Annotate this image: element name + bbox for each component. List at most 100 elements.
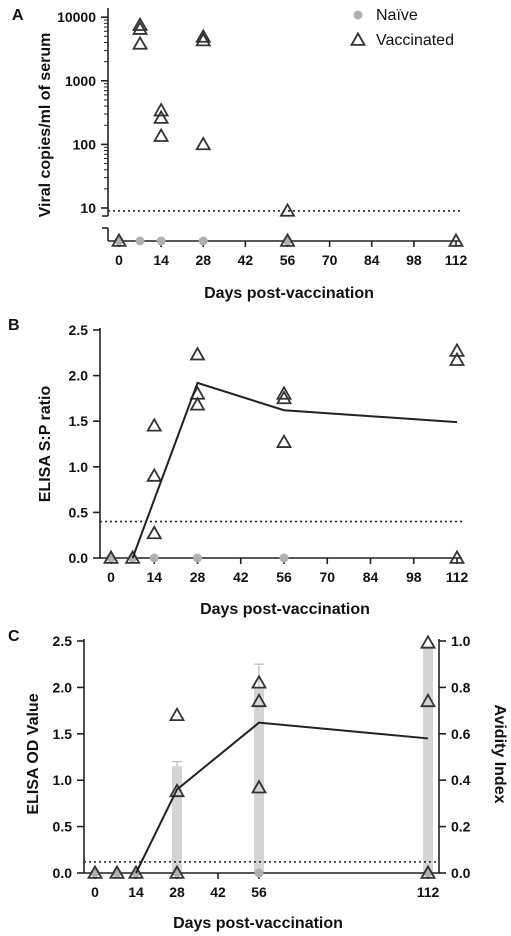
panel-c-vaccinated-point [108,864,126,879]
panel-b-x-tick-label: 84 [363,569,379,585]
panel-a-naive-point [156,236,166,246]
panel-a-x-tick-label: 112 [445,252,468,268]
panel-a-naive-point [135,236,145,246]
panel-c-vaccinated-point [419,693,437,708]
panel-a-y-axis-label: Viral copies/ml of serum [37,33,54,218]
panel-c-avidity-bar [423,645,433,873]
panel-a-x-tick-label: 28 [195,252,211,268]
panel-c-y-tick-label: 2.0 [53,679,73,695]
panel-a-label: A [12,7,24,24]
panel-c-y-tick-label: 0.0 [53,865,73,881]
panel-b-label: B [8,317,20,334]
panel-a-x-tick-label: 84 [364,252,380,268]
panel-c-y2-tick-label: 0.2 [451,819,471,835]
panel-c-vaccinated-point [419,864,437,879]
legend-naive-label: Naïve [376,7,418,24]
panel-c-vaccinated-point [250,779,268,794]
panel-c-vaccinated-point [86,864,104,879]
panel-a-naive-point [198,236,208,246]
panel-a-x-tick-label: 42 [238,252,254,268]
panel-c-y2-tick-label: 0.6 [451,726,471,742]
panel-a-y-tick-label: 100 [73,136,97,152]
panel-c-vaccinated-point [127,864,145,879]
panel-a-y-tick-label: 1000 [65,73,96,89]
panel-c-y2-axis-label: Avidity Index [491,705,508,804]
panel-b-vaccinated-point [146,467,163,482]
panel-b-y-axis-label: ELISA S:P ratio [37,386,54,503]
panel-b-vaccinated-point [275,390,293,405]
panel-c-avidity-bar [172,766,182,873]
panel-b-vaccinated-point [189,346,206,361]
panel-a-x-tick-label: 70 [322,252,338,268]
panel-b-x-tick-label: 56 [276,569,292,585]
panel-c-vaccinated-point [250,693,268,708]
panel-b-x-tick-label: 70 [319,569,335,585]
panel-c-vaccinated-point [250,674,268,689]
panel-c-vaccinated-point [168,706,186,722]
panel-a-x-tick-label: 14 [153,252,169,268]
panel-c-y-tick-label: 1.0 [53,772,73,788]
panel-a-vaccinated-point [132,20,149,35]
panel-c-vaccinated-point [168,783,186,798]
panel-c-y2-tick-label: 0.8 [451,679,471,695]
panel-c-x-tick-label: 28 [169,884,185,900]
panel-c-vaccinated-point [168,864,186,879]
panel-b-naive-point [193,553,202,563]
panel-c-y-axis-label: ELISA OD Value [25,693,42,814]
panel-c-y2-tick-label: 0.4 [451,772,471,788]
panel-b-y-tick-label: 0.5 [69,504,89,520]
panel-a-y-tick-label: 10 [80,200,96,216]
panel-c-y-tick-label: 1.5 [53,726,73,742]
panel-b-x-tick-label: 28 [190,569,206,585]
panel-b-vaccinated-point [448,342,466,357]
panel-b-naive-point [279,553,289,563]
panel-b-y-tick-label: 2.0 [69,368,89,384]
panel-b-vaccinated-point [275,433,293,448]
panel-a-vaccinated-point [195,28,212,43]
panel-a-vaccinated-point [447,232,465,247]
panel-c-mean-line [135,721,429,874]
panel-b-vaccinated-point [146,417,163,432]
panel-a-x-tick-label: 98 [406,252,422,268]
panel-b-vaccinated-point [102,549,120,564]
legend-vaccinated-label: Vaccinated [376,32,454,49]
panel-b-x-tick-label: 42 [233,569,249,585]
panel-b-x-axis-label: Days post-vaccination [200,601,370,618]
panel-c-x-tick-label: 0 [91,884,99,900]
panel-a-y-tick-label: 10000 [57,9,96,25]
panel-b-vaccinated-point [124,549,141,564]
panel-c-y-tick-label: 0.5 [53,819,73,835]
panel-a-vaccinated-point [153,109,170,124]
panel-c-y-tick-label: 2.5 [53,633,73,649]
panel-a-vaccinated-point [110,232,128,247]
panel-b-vaccinated-point [189,396,206,411]
panel-a-vaccinated-point [153,127,170,142]
panel-c-vaccinated-point [419,634,437,649]
panel-a-vaccinated-point [279,232,296,247]
legend-naive-marker [353,10,363,20]
panel-b-naive-point [149,553,159,563]
panel-c-naive-point [254,868,264,878]
panel-c-x-tick-label: 42 [210,884,226,900]
panel-a-x-axis-label: Days post-vaccination [204,285,374,302]
panel-c-label: C [8,628,20,645]
panel-c-x-tick-label: 56 [251,884,267,900]
panel-a-vaccinated-point [153,102,170,117]
panel-b-mean-line [131,381,458,559]
panel-c-y2-tick-label: 0.0 [451,865,471,881]
panel-b-vaccinated-point [275,385,293,400]
panel-c-x-tick-label: 14 [128,884,144,900]
panel-c-x-axis-label: Days post-vaccination [173,915,343,932]
panel-b-vaccinated-point [448,351,466,366]
panel-c-y2-tick-label: 1.0 [451,633,471,649]
panel-b-vaccinated-point [448,549,466,564]
panel-b-x-tick-label: 0 [107,569,115,585]
panel-b-y-tick-label: 2.5 [69,322,89,338]
panel-b-y-tick-label: 0.0 [69,550,89,566]
panel-a-x-tick-label: 0 [115,252,123,268]
panel-b-y-tick-label: 1.5 [69,413,89,429]
panel-a-vaccinated-point [195,32,212,47]
panel-a-x-tick-label: 56 [280,252,296,268]
panel-a-vaccinated-point [195,136,212,151]
